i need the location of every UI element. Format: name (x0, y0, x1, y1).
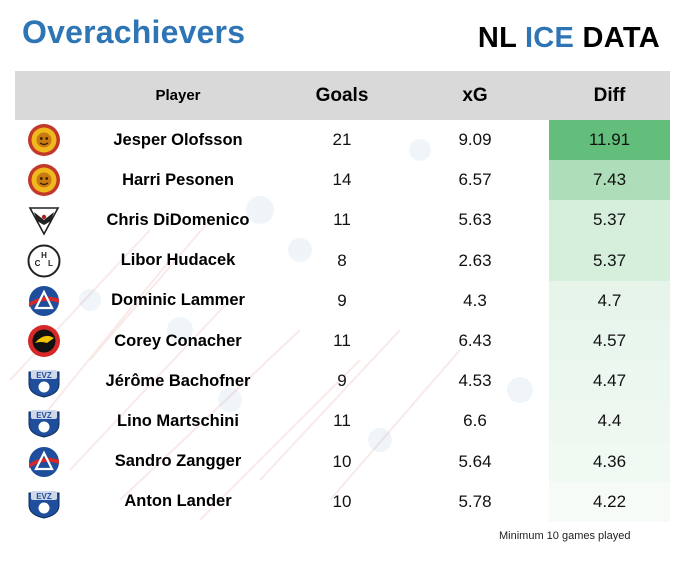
goals-cell: 9 (337, 290, 347, 310)
goals-cell: 9 (337, 371, 347, 391)
chart-title: Overachievers (22, 14, 246, 50)
team-logo-cell (15, 160, 73, 200)
lions-logo (28, 164, 60, 197)
table-row: EVZ Anton Lander 10 5.78 4.22 (15, 481, 670, 522)
player-name-cell: Corey Conacher (114, 331, 242, 350)
diff-cell: 4.22 (549, 481, 670, 522)
diff-cell: 5.37 (549, 200, 670, 241)
player-name-cell: Anton Lander (124, 492, 232, 511)
team-logo-cell (15, 120, 73, 160)
evz-logo: EVZ (28, 410, 60, 438)
diff-cell: 4.36 (549, 441, 670, 482)
table-row: Chris DiDomenico 11 5.63 5.37 (15, 200, 670, 241)
xg-cell: 4.3 (463, 290, 487, 310)
brand-logo: NL ICE DATA (478, 22, 660, 55)
table-row: Sandro Zangger 10 5.64 4.36 (15, 441, 670, 482)
diff-cell: 4.4 (549, 401, 670, 442)
goals-cell: 14 (332, 170, 352, 190)
table-row: EVZ Lino Martschini 11 6.6 4.4 (15, 401, 670, 442)
xg-cell: 5.78 (458, 491, 492, 511)
table-row: H C L Libor Hudacek 8 2.63 5.37 (15, 240, 670, 281)
diff-cell: 5.37 (549, 240, 670, 281)
xg-cell: 5.63 (458, 210, 492, 230)
goals-cell: 21 (332, 130, 352, 150)
player-name-cell: Sandro Zangger (114, 452, 242, 471)
player-name-cell: Chris DiDomenico (106, 210, 250, 229)
footnote: Minimum 10 games played (499, 530, 631, 542)
evz-logo: EVZ (28, 490, 60, 519)
table-row: Harri Pesonen 14 6.57 7.43 (15, 160, 670, 201)
table-row: EVZ Jérôme Bachofner 9 4.53 4.47 (15, 361, 670, 402)
player-name-cell: Harri Pesonen (122, 170, 234, 189)
diff-cell: 11.91 (549, 120, 670, 161)
header-logo (15, 71, 73, 120)
player-name-cell: Lino Martschini (117, 411, 239, 430)
player-name-cell: Jérôme Bachofner (105, 371, 251, 390)
svg-text:EVZ: EVZ (36, 411, 52, 420)
team-logo-cell (15, 200, 73, 240)
team-logo-cell: EVZ (15, 482, 73, 522)
svg-text:EVZ: EVZ (36, 371, 52, 380)
team-logo-cell (15, 281, 73, 321)
diff-cell: 4.7 (549, 280, 670, 321)
lakers-logo (29, 446, 59, 477)
lakers-logo (29, 285, 59, 316)
xg-cell: 6.43 (458, 331, 492, 351)
xg-cell: 6.6 (463, 411, 487, 431)
hcl-logo: HC L (27, 244, 61, 278)
xg-cell: 5.64 (458, 451, 492, 471)
stats-table-wrapper: Player Goals xG Diff Jesper Olofsson 21 9.… (15, 71, 670, 522)
table-header-row: Player Goals xG Diff (15, 71, 670, 120)
goals-cell: 11 (333, 331, 351, 351)
team-logo-cell (15, 442, 73, 482)
goals-cell: 11 (333, 210, 351, 230)
svg-text:EVZ: EVZ (36, 492, 52, 501)
header-xg: xG (401, 71, 549, 120)
header-player: Player (73, 71, 283, 120)
brand-prefix: NL (477, 22, 517, 54)
lions-logo (28, 124, 60, 157)
svg-text:L: L (48, 259, 53, 268)
player-name-cell: Dominic Lammer (111, 291, 245, 310)
header-diff: Diff (549, 71, 670, 120)
goals-cell: 11 (333, 411, 351, 431)
table-body: Jesper Olofsson 21 9.09 11.91 Harri Pesonen 1… (15, 120, 670, 522)
diff-cell: 4.47 (549, 361, 670, 402)
xg-cell: 4.53 (458, 371, 492, 391)
diff-cell: 4.57 (549, 320, 670, 362)
player-name-cell: Jesper Olofsson (113, 130, 243, 149)
team-logo-cell (15, 321, 73, 361)
player-name-cell: Libor Hudacek (120, 251, 236, 270)
header-goals: Goals (283, 71, 401, 120)
svg-text:H: H (41, 251, 47, 260)
xg-cell: 2.63 (458, 250, 492, 270)
goals-cell: 10 (332, 451, 352, 471)
svg-text:C: C (35, 259, 41, 268)
xg-cell: 6.57 (458, 170, 492, 190)
tigers-logo (28, 325, 60, 358)
table-row: Dominic Lammer 9 4.3 4.7 (15, 280, 670, 321)
table-row: Corey Conacher 11 6.43 4.57 (15, 320, 670, 362)
brand-highlight: ICE (524, 22, 575, 54)
diff-cell: 7.43 (549, 160, 670, 201)
goals-cell: 8 (337, 250, 347, 270)
xg-cell: 9.09 (458, 130, 492, 150)
stats-table: Player Goals xG Diff Jesper Olofsson 21 9.… (15, 71, 670, 522)
evz-logo: EVZ (28, 370, 60, 398)
table-row: Jesper Olofsson 21 9.09 11.91 (15, 120, 670, 161)
goals-cell: 10 (332, 491, 352, 511)
team-logo-cell: EVZ (15, 361, 73, 401)
team-logo-cell: EVZ (15, 401, 73, 441)
eagle-logo (28, 207, 60, 237)
brand-suffix: DATA (582, 22, 660, 54)
